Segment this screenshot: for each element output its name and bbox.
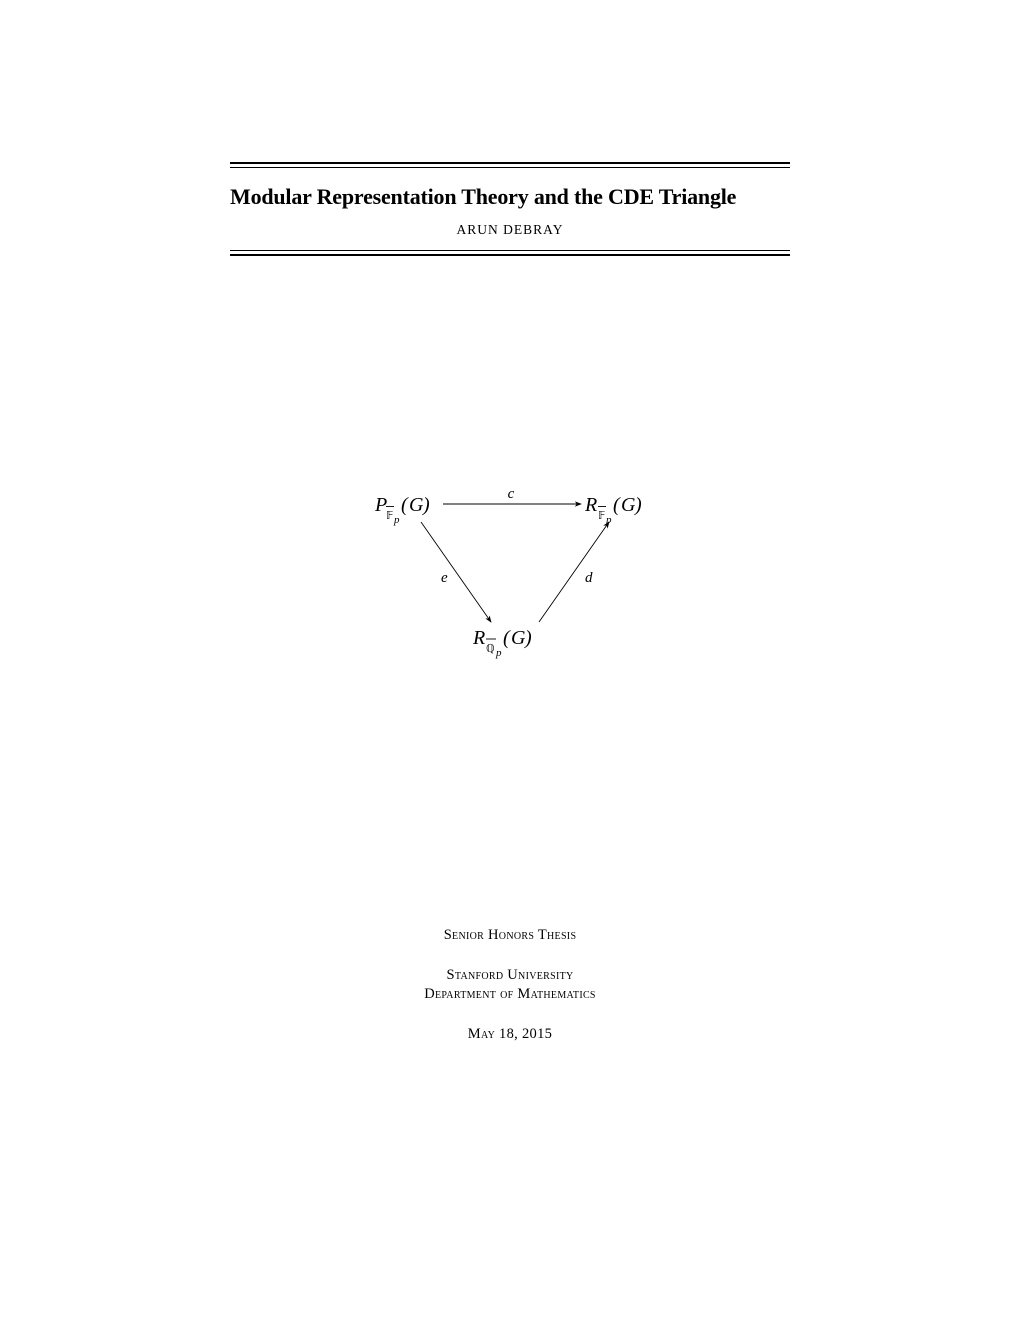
cde-triangle-svg: P 𝔽 p ( G ) R 𝔽 p ( G ) R	[345, 486, 675, 666]
node-RQp-sub: ℚ	[486, 643, 495, 655]
university-line: Stanford University	[230, 966, 790, 986]
node-RFp-sub: 𝔽	[598, 510, 605, 522]
node-RFp-letter: R	[584, 494, 597, 516]
node-R-Qp: R ℚ p ( G )	[472, 627, 532, 659]
lparen-icon: (	[401, 494, 409, 516]
lparen-icon: (	[613, 494, 621, 516]
node-RQp-arg: G	[511, 627, 526, 649]
node-RFp-subsub: p	[605, 514, 612, 526]
edge-d-label: d	[585, 570, 593, 586]
department-line: Department of Mathematics	[230, 985, 790, 1005]
top-rule-thin	[230, 167, 790, 168]
node-P-subsub: p	[393, 514, 400, 526]
edge-e	[421, 522, 491, 622]
page-title: Modular Representation Theory and the CD…	[230, 184, 790, 210]
edge-e-label: e	[441, 570, 448, 586]
node-P-sub: 𝔽	[386, 510, 393, 522]
rparen-icon: )	[524, 627, 532, 649]
cde-triangle-diagram: P 𝔽 p ( G ) R 𝔽 p ( G ) R	[230, 486, 790, 666]
edge-d	[539, 522, 609, 622]
node-RFp-arg: G	[621, 494, 636, 516]
node-P: P 𝔽 p ( G )	[374, 494, 430, 526]
mid-rule-thick	[230, 254, 790, 256]
thesis-line: Senior Honors Thesis	[230, 926, 790, 946]
node-P-arg: G	[409, 494, 424, 516]
rparen-icon: )	[634, 494, 642, 516]
lparen-icon: (	[503, 627, 511, 649]
node-RQp-letter: R	[472, 627, 485, 649]
node-RQp-subsub: p	[495, 647, 502, 659]
edge-c-label: c	[508, 486, 515, 502]
rparen-icon: )	[422, 494, 430, 516]
page-content: Modular Representation Theory and the CD…	[230, 0, 790, 1044]
author-name: ARUN DEBRAY	[230, 222, 790, 238]
back-matter: Senior Honors Thesis Stanford University…	[230, 926, 790, 1044]
date-line: May 18, 2015	[230, 1025, 790, 1045]
node-R-Fp: R 𝔽 p ( G )	[584, 494, 642, 526]
